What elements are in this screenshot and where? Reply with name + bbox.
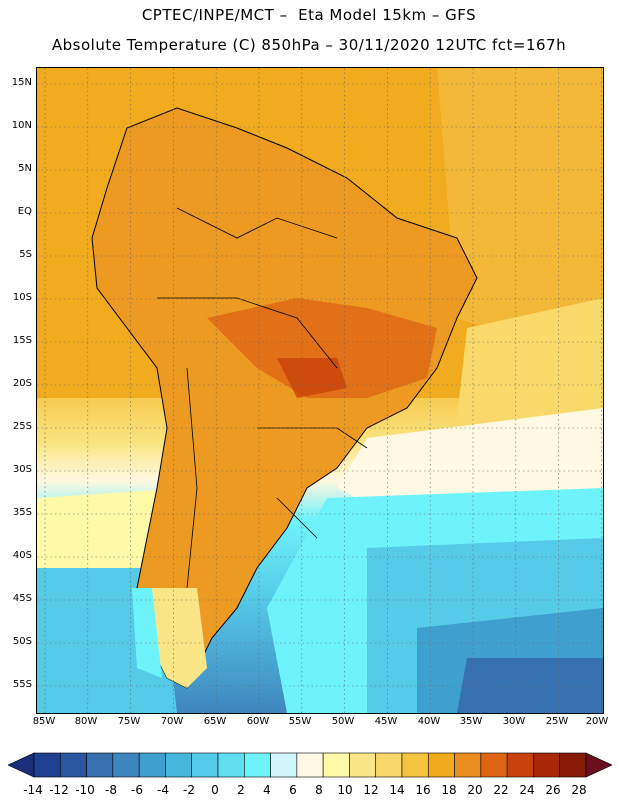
lat-label: 15S — [12, 335, 32, 346]
colorbar-swatch — [296, 752, 324, 778]
colorbar-swatch — [243, 752, 271, 778]
colorbar-swatch — [533, 752, 561, 778]
lat-label: 50S — [12, 636, 32, 647]
colorbar-swatch — [454, 752, 482, 778]
colorbar-swatch — [322, 752, 350, 778]
lat-label: 15N — [11, 77, 32, 88]
patagonia-coast-cold — [132, 588, 162, 678]
warm-region-east — [437, 68, 603, 338]
colorbar-min-arrow — [8, 752, 35, 778]
colorbar-swatch — [112, 752, 140, 778]
colorbar-swatch — [270, 752, 298, 778]
colorbar-label: -2 — [183, 783, 195, 797]
colorbar-swatch — [191, 752, 219, 778]
lat-label: 10S — [12, 292, 32, 303]
lat-label: 30S — [12, 464, 32, 475]
colorbar-swatch — [59, 752, 87, 778]
lon-label: 30W — [502, 716, 526, 727]
lat-label: 20S — [12, 378, 32, 389]
colorbar-swatch — [138, 752, 166, 778]
colorbar-label: 20 — [467, 783, 483, 797]
colorbar-swatch — [86, 752, 114, 778]
colorbar-label: 4 — [263, 783, 271, 797]
color-scale-bar — [8, 752, 612, 778]
hot-core — [277, 358, 347, 398]
lon-label: 85W — [32, 716, 56, 727]
colorbar-label: 18 — [441, 783, 457, 797]
colorbar-swatch — [506, 752, 534, 778]
lat-label: 5S — [19, 249, 32, 260]
map-title-line2: Absolute Temperature (C) 850hPa – 30/11/… — [51, 36, 567, 54]
lon-label: 60W — [246, 716, 270, 727]
lat-label: 25S — [12, 421, 32, 432]
colorbar-swatch — [559, 752, 587, 778]
light-band-east — [457, 298, 603, 448]
colorbar-swatch — [427, 752, 455, 778]
patagonia-cool — [142, 588, 207, 688]
colorbar-label: 14 — [389, 783, 405, 797]
lat-label: 55S — [12, 679, 32, 690]
colorbar-label: 10 — [337, 783, 353, 797]
lat-label: 35S — [12, 507, 32, 518]
temperature-map — [36, 67, 604, 714]
colorbar-label: 24 — [519, 783, 535, 797]
map-title-line1: CPTEC/INPE/MCT – Eta Model 15km – GFS — [141, 6, 477, 24]
south-america-land — [91, 107, 478, 689]
colorbar-swatch — [375, 752, 403, 778]
colorbar-label: -12 — [49, 783, 69, 797]
colorbar-label: 0 — [211, 783, 219, 797]
colorbar-swatch — [480, 752, 508, 778]
lon-label: 40W — [417, 716, 441, 727]
lon-label: 35W — [459, 716, 483, 727]
colorbar-label: 22 — [493, 783, 509, 797]
colorbar-max-arrow — [585, 752, 612, 778]
lon-label: 65W — [203, 716, 227, 727]
country-borders — [157, 207, 368, 589]
lon-label: 20W — [585, 716, 609, 727]
lon-label: 70W — [160, 716, 184, 727]
lat-label: 10N — [11, 120, 32, 131]
lat-label: 45S — [12, 593, 32, 604]
colorbar-label: -6 — [131, 783, 143, 797]
colorbar-label: 12 — [363, 783, 379, 797]
lon-label: 45W — [374, 716, 398, 727]
colorbar-swatch — [349, 752, 377, 778]
lon-label: 80W — [74, 716, 98, 727]
lon-label: 50W — [331, 716, 355, 727]
colorbar-label: 2 — [237, 783, 245, 797]
darkest-blue-southeast — [457, 658, 603, 713]
colorbar-label: 28 — [571, 783, 587, 797]
colorbar-label: 26 — [545, 783, 561, 797]
lat-label: 5N — [18, 163, 32, 174]
lon-label: 25W — [545, 716, 569, 727]
lat-label: EQ — [17, 206, 32, 217]
lon-label: 55W — [288, 716, 312, 727]
colorbar-label: -10 — [75, 783, 95, 797]
colorbar-label: -4 — [157, 783, 169, 797]
hot-interior — [207, 298, 437, 398]
colorbar-label: 8 — [315, 783, 323, 797]
colorbar-swatch — [165, 752, 193, 778]
lat-label: 40S — [12, 550, 32, 561]
colorbar-label: -14 — [23, 783, 43, 797]
colorbar-label: 16 — [415, 783, 431, 797]
colorbar-swatch — [217, 752, 245, 778]
lon-label: 75W — [117, 716, 141, 727]
colorbar-label: 6 — [289, 783, 297, 797]
colorbar-label: -8 — [105, 783, 117, 797]
colorbar-swatch — [401, 752, 429, 778]
colorbar-swatch — [33, 752, 61, 778]
